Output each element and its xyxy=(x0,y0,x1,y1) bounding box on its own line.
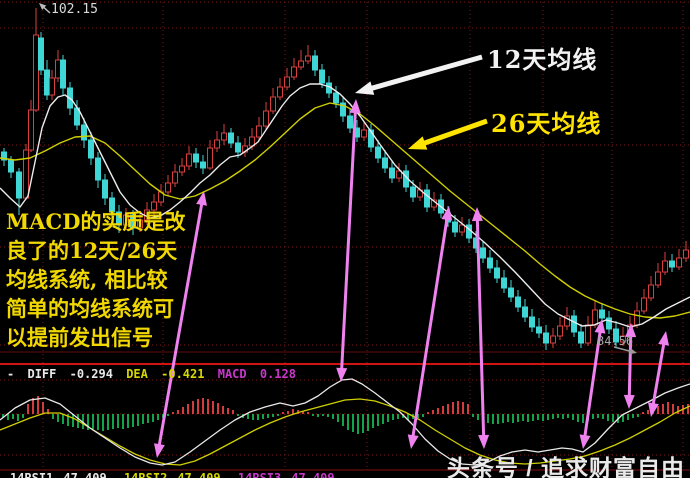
ma26-label: 26天均线 xyxy=(491,109,602,138)
dea-label: DEA xyxy=(126,367,148,381)
rsi1-label: 14RSI1 xyxy=(10,471,54,478)
rsi3-label: 14RSI3 xyxy=(237,471,282,478)
rsi-status-bar: 14RSI1 47.409 14RSI2 47.409 14RSI3 47.409 xyxy=(10,471,345,478)
note-line: 以提前发出信号 xyxy=(6,325,153,350)
ma12-label: 12天均线 xyxy=(487,45,598,74)
rsi2-label: 14RSI2 xyxy=(123,471,168,478)
macd-value: 0.128 xyxy=(259,367,296,381)
low-price-label: 84.56 xyxy=(597,334,634,348)
macd-indicator-header: - DIFF -0.294 DEA -0.421 MACD 0.128 xyxy=(7,367,302,381)
note-line: 良了的12天/26天 xyxy=(6,238,178,263)
diff-label: DIFF xyxy=(27,367,57,381)
rsi3-value: 47.409 xyxy=(291,471,335,478)
macd-label: MACD xyxy=(217,367,247,381)
diff-value: -0.294 xyxy=(69,367,113,381)
rsi2-value: 47.409 xyxy=(177,471,221,478)
note-line: 均线系统, 相比较 xyxy=(6,267,168,292)
note-text-block: MACD的实质是改 良了的12天/26天 均线系统, 相比较 简单的均线系统可 … xyxy=(6,207,185,352)
watermark: 头条号 / 追求财富自由 xyxy=(446,455,685,478)
header-dash: - xyxy=(7,367,15,381)
dea-value: -0.421 xyxy=(161,367,205,381)
note-line: 简单的均线系统可 xyxy=(6,296,174,321)
note-line: MACD的实质是改 xyxy=(6,209,186,234)
rsi1-value: 47.409 xyxy=(63,471,107,478)
peak-price-label: 102.15 xyxy=(51,2,98,17)
